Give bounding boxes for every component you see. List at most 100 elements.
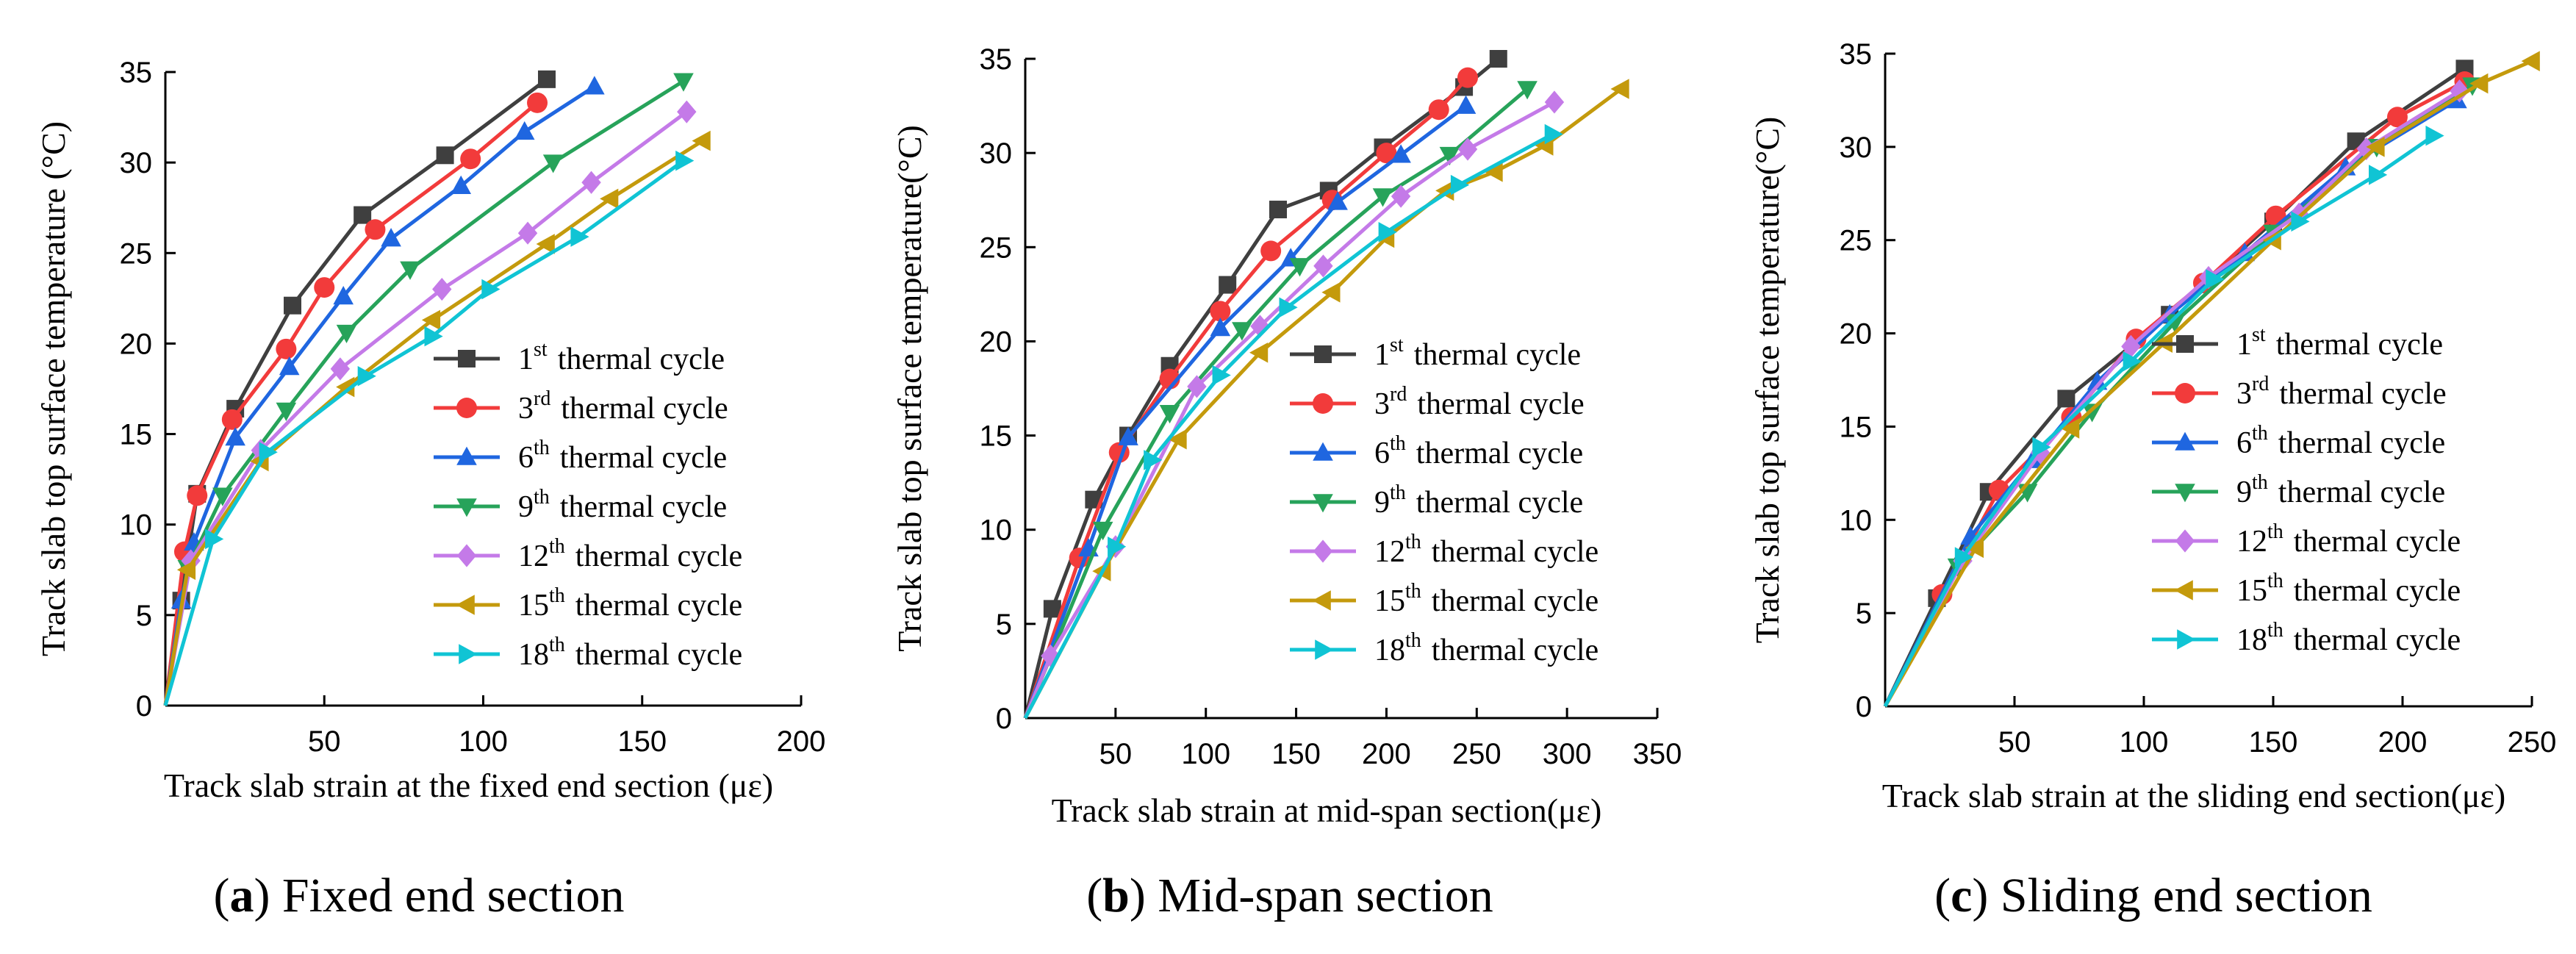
- legend-item: 12th thermal cycle: [434, 535, 742, 573]
- data-point: [2450, 79, 2469, 103]
- x-tick-label: 50: [1099, 738, 1133, 770]
- series-line: [1023, 104, 1468, 719]
- data-point: [1489, 50, 1507, 68]
- data-point: [2521, 51, 2540, 71]
- data-point: [1378, 221, 1397, 243]
- data-point: [187, 485, 208, 506]
- data-point: [221, 409, 243, 430]
- y-tick-label: 10: [980, 514, 1013, 547]
- data-point: [421, 309, 441, 331]
- data-point: [570, 226, 589, 247]
- data-point: [2386, 107, 2408, 128]
- data-point: [460, 148, 481, 170]
- data-point: [1250, 315, 1270, 338]
- data-point: [436, 146, 454, 165]
- data-point: [212, 487, 233, 506]
- data-point: [333, 285, 354, 305]
- data-point: [400, 261, 420, 280]
- legend: 1st thermal cycle 3rd thermal cycle 6th therm…: [1290, 334, 1599, 667]
- legend-label: 18th thermal cycle: [518, 634, 742, 672]
- data-point: [514, 121, 535, 140]
- series-6: [1883, 51, 2540, 708]
- data-point: [1279, 297, 1298, 318]
- x-tick-label: 50: [1998, 726, 2031, 758]
- data-point: [284, 296, 301, 315]
- series-line: [1023, 87, 1529, 719]
- series-line: [1883, 134, 2435, 708]
- data-point: [2061, 418, 2080, 439]
- x-tick-label: 350: [1633, 738, 1682, 770]
- data-point: [1484, 161, 1503, 182]
- data-point: [481, 279, 501, 300]
- legend-label: 1st thermal cycle: [518, 338, 725, 376]
- data-point: [673, 73, 694, 92]
- data-point: [381, 228, 401, 247]
- axes: 0 5 10 15 20 25 30 35 50 100 150 200 250: [1840, 38, 2557, 758]
- series-line: [163, 139, 704, 706]
- legend-item: 3rd thermal cycle: [434, 387, 728, 426]
- legend-label: 9th thermal cycle: [2236, 471, 2445, 509]
- data-point: [336, 376, 355, 398]
- legend-marker: [456, 446, 477, 465]
- legend-marker: [456, 498, 477, 517]
- series-3: [1023, 95, 1477, 719]
- data-point: [1043, 600, 1061, 618]
- x-tick-label: 50: [308, 725, 341, 758]
- data-point: [330, 357, 351, 381]
- x-tick-label: 200: [1362, 738, 1411, 770]
- legend-item: 15th thermal cycle: [434, 584, 742, 623]
- data-point: [675, 150, 695, 171]
- legend-marker: [456, 398, 477, 418]
- series-2: [163, 92, 548, 706]
- data-point: [2032, 437, 2051, 458]
- data-point: [276, 402, 297, 421]
- legend-label: 15th thermal cycle: [518, 584, 742, 623]
- y-tick-label: 15: [980, 420, 1013, 453]
- legend-label: 15th thermal cycle: [2236, 570, 2461, 608]
- legend-label: 1st thermal cycle: [2236, 323, 2443, 362]
- legend-item: 12th thermal cycle: [1290, 531, 1599, 569]
- y-axis-title: Track slab top surface temperature(°C): [891, 125, 928, 652]
- x-tick-label: 200: [777, 725, 826, 758]
- legend-item: 3rd thermal cycle: [2152, 373, 2447, 411]
- data-point: [1108, 536, 1127, 557]
- data-point: [1327, 191, 1348, 210]
- data-point: [538, 70, 556, 88]
- panel-caption: (a) Fixed end section: [213, 869, 624, 922]
- panel-caption: (c) Sliding end section: [1934, 869, 2372, 922]
- data-point: [1457, 137, 1478, 161]
- y-tick-label: 10: [1840, 504, 1873, 537]
- y-tick-label: 20: [120, 328, 153, 360]
- data-point: [1544, 90, 1565, 114]
- data-point: [205, 528, 224, 550]
- legend-item: 15th thermal cycle: [2152, 570, 2461, 608]
- plot-area: [1023, 50, 1629, 720]
- legend-item: 9th thermal cycle: [434, 486, 727, 524]
- legend-item: 3rd thermal cycle: [1290, 383, 1585, 421]
- data-point: [176, 559, 196, 581]
- data-point: [2057, 390, 2075, 408]
- legend-item: 6th thermal cycle: [1290, 432, 1583, 470]
- legend-label: 6th thermal cycle: [518, 437, 727, 475]
- legend-item: 18th thermal cycle: [434, 634, 742, 672]
- series-line: [163, 77, 548, 706]
- panel-caption: (b) Mid-span section: [1086, 869, 1493, 922]
- series-line: [1023, 132, 1554, 720]
- data-point: [1439, 146, 1460, 166]
- data-point: [1965, 537, 1984, 559]
- x-axis-title: Track slab strain at the fixed end secti…: [164, 767, 773, 804]
- data-point: [424, 326, 443, 347]
- y-tick-label: 0: [996, 703, 1012, 735]
- legend-label: 12th thermal cycle: [518, 535, 742, 573]
- data-point: [1313, 254, 1333, 278]
- legend-label: 9th thermal cycle: [518, 486, 727, 524]
- y-tick-label: 30: [120, 147, 153, 179]
- y-tick-label: 20: [1840, 318, 1873, 351]
- chart-panel-a: 0 5 10 15 20 25 30 35 50 100 150 200 Track slab top …: [35, 57, 826, 922]
- y-tick-label: 25: [980, 232, 1013, 264]
- legend-item: 1st thermal cycle: [434, 338, 725, 376]
- x-tick-label: 150: [2249, 726, 2298, 758]
- legend-item: 1st thermal cycle: [1290, 334, 1581, 372]
- y-tick-label: 5: [136, 600, 152, 632]
- data-point: [1168, 428, 1187, 450]
